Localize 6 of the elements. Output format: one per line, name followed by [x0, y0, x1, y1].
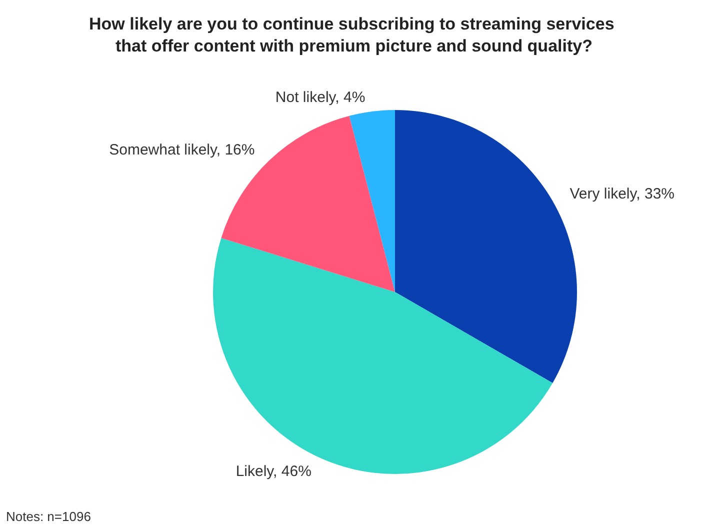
chart-title: How likely are you to continue subscribing to streaming services that offer content with premium picture and sound quality? — [89, 14, 619, 56]
text: Notes: n=1096 — [6, 509, 91, 524]
slice-label: Likely, 46% — [236, 463, 312, 480]
slice-label: Somewhat likely, 16% — [109, 142, 255, 159]
slice-label: Very likely, 33% — [570, 186, 675, 202]
slice-label: Not likely, 4% — [275, 89, 366, 106]
